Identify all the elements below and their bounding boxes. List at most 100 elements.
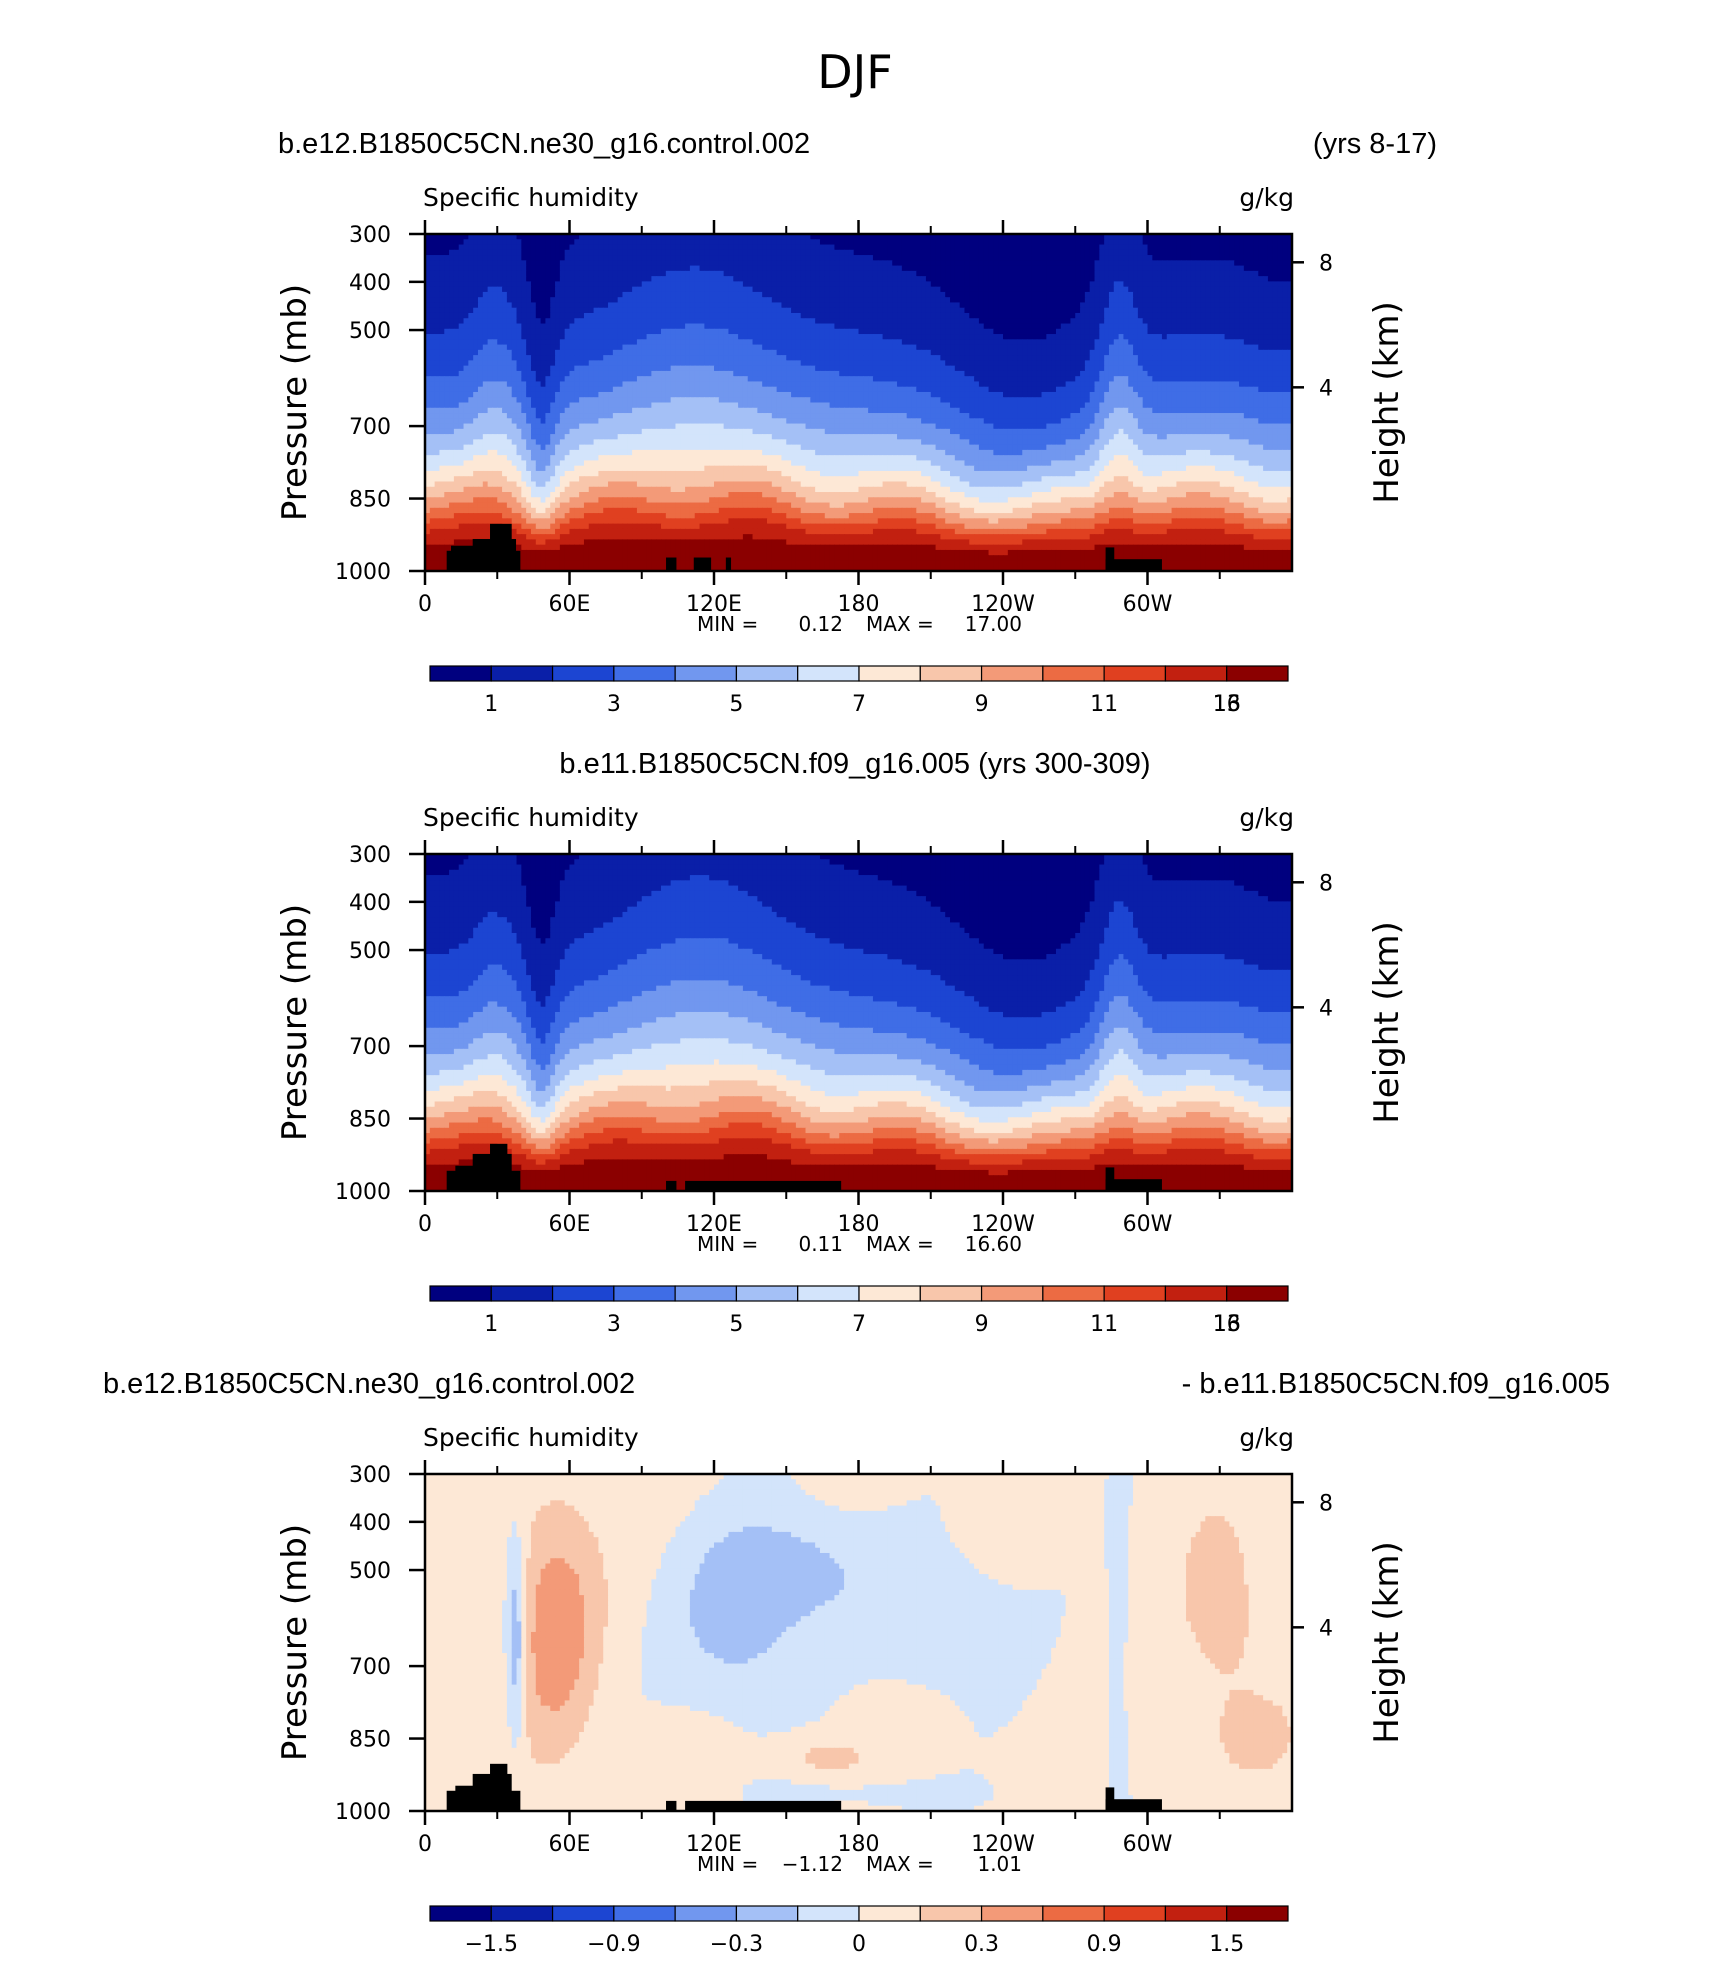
contour-cell — [1070, 323, 1076, 330]
contour-cell — [1263, 260, 1269, 267]
contour-cell — [434, 234, 441, 240]
contour-cell — [781, 344, 787, 351]
contour-cell — [872, 291, 879, 298]
contour-cell — [497, 260, 503, 267]
contour-cell — [704, 307, 710, 314]
contour-cell — [1094, 291, 1100, 298]
contour-cell — [925, 365, 932, 372]
contour-cell — [733, 291, 739, 298]
contour-cell — [685, 360, 691, 367]
contour-cell — [1075, 276, 1081, 282]
contour-cell — [858, 255, 864, 261]
contour-cell — [1080, 339, 1086, 346]
contour-cell — [1253, 249, 1259, 256]
contour-cell — [738, 276, 744, 282]
contour-cell — [747, 239, 754, 246]
contour-cell — [1214, 286, 1221, 293]
contour-cell — [439, 244, 445, 251]
contour-cell — [622, 328, 628, 335]
contour-cell — [1277, 370, 1283, 377]
contour-cell — [762, 260, 768, 267]
contour-cell — [482, 334, 489, 340]
contour-cell — [506, 323, 513, 330]
contour-cell — [1248, 286, 1255, 293]
contour-cell — [1060, 365, 1067, 372]
contour-cell — [1065, 355, 1072, 361]
contour-cell — [1224, 370, 1230, 377]
contour-cell — [670, 334, 677, 340]
contour-cell — [574, 286, 580, 293]
contour-cell — [983, 360, 990, 367]
contour-cell — [733, 318, 739, 325]
contour-cell — [868, 344, 874, 351]
contour-cell — [800, 365, 807, 372]
contour-cell — [762, 297, 768, 304]
contour-cell — [1166, 239, 1173, 246]
contour-cell — [1195, 323, 1202, 330]
contour-cell — [800, 244, 807, 251]
contour-cell — [935, 318, 941, 325]
contour-cell — [1041, 270, 1047, 277]
contour-cell — [1186, 312, 1192, 319]
contour-cell — [1277, 297, 1283, 304]
contour-cell — [1003, 339, 1009, 346]
contour-cell — [1137, 323, 1144, 330]
contour-cell — [612, 318, 619, 325]
contour-cell — [535, 334, 542, 340]
contour-cell — [1060, 291, 1067, 298]
contour-cell — [1055, 318, 1062, 325]
contour-cell — [1027, 297, 1033, 304]
contour-cell — [603, 260, 609, 267]
contour-cell — [608, 260, 614, 267]
contour-cell — [815, 276, 821, 282]
contour-cell — [1157, 360, 1163, 367]
contour-cell — [1070, 270, 1076, 277]
contour-cell — [689, 355, 696, 361]
contour-cell — [1051, 370, 1057, 377]
contour-cell — [858, 312, 864, 319]
contour-cell — [526, 307, 532, 314]
contour-cell — [723, 260, 730, 267]
contour-cell — [1152, 323, 1158, 330]
contour-cell — [545, 323, 551, 330]
contour-cell — [1210, 281, 1216, 288]
contour-cell — [1104, 249, 1110, 256]
contour-cell — [921, 360, 927, 367]
contour-cell — [694, 297, 701, 304]
contour-cell — [569, 360, 575, 367]
contour-cell — [1012, 349, 1019, 356]
contour-cell — [993, 328, 999, 335]
contour-cell — [1075, 302, 1081, 309]
contour-cell — [959, 323, 966, 330]
contour-cell — [776, 286, 783, 293]
contour-cell — [1003, 328, 1009, 335]
contour-cell — [617, 260, 624, 267]
contour-cell — [1287, 344, 1293, 351]
contour-cell — [646, 323, 652, 330]
contour-cell — [848, 265, 855, 272]
contour-cell — [487, 255, 494, 261]
contour-cell — [805, 281, 811, 288]
contour-cell — [564, 297, 571, 304]
contour-cell — [1075, 323, 1081, 330]
contour-cell — [877, 249, 884, 256]
contour-cell — [1007, 334, 1014, 340]
contour-cell — [1253, 260, 1259, 267]
contour-cell — [892, 360, 898, 367]
contour-cell — [1214, 239, 1221, 246]
contour-cell — [964, 365, 970, 372]
contour-cell — [487, 239, 494, 246]
contour-cell — [1046, 234, 1052, 240]
contour-cell — [752, 334, 758, 340]
contour-cell — [1003, 297, 1009, 304]
contour-cell — [588, 276, 595, 282]
contour-cell — [800, 339, 807, 346]
contour-cell — [458, 365, 465, 372]
contour-cell — [858, 260, 864, 267]
contour-cell — [1287, 297, 1293, 304]
contour-cell — [1219, 334, 1226, 340]
contour-cell — [709, 255, 715, 261]
contour-cell — [1128, 307, 1134, 314]
contour-cell — [1166, 234, 1173, 240]
contour-cell — [1253, 334, 1259, 340]
